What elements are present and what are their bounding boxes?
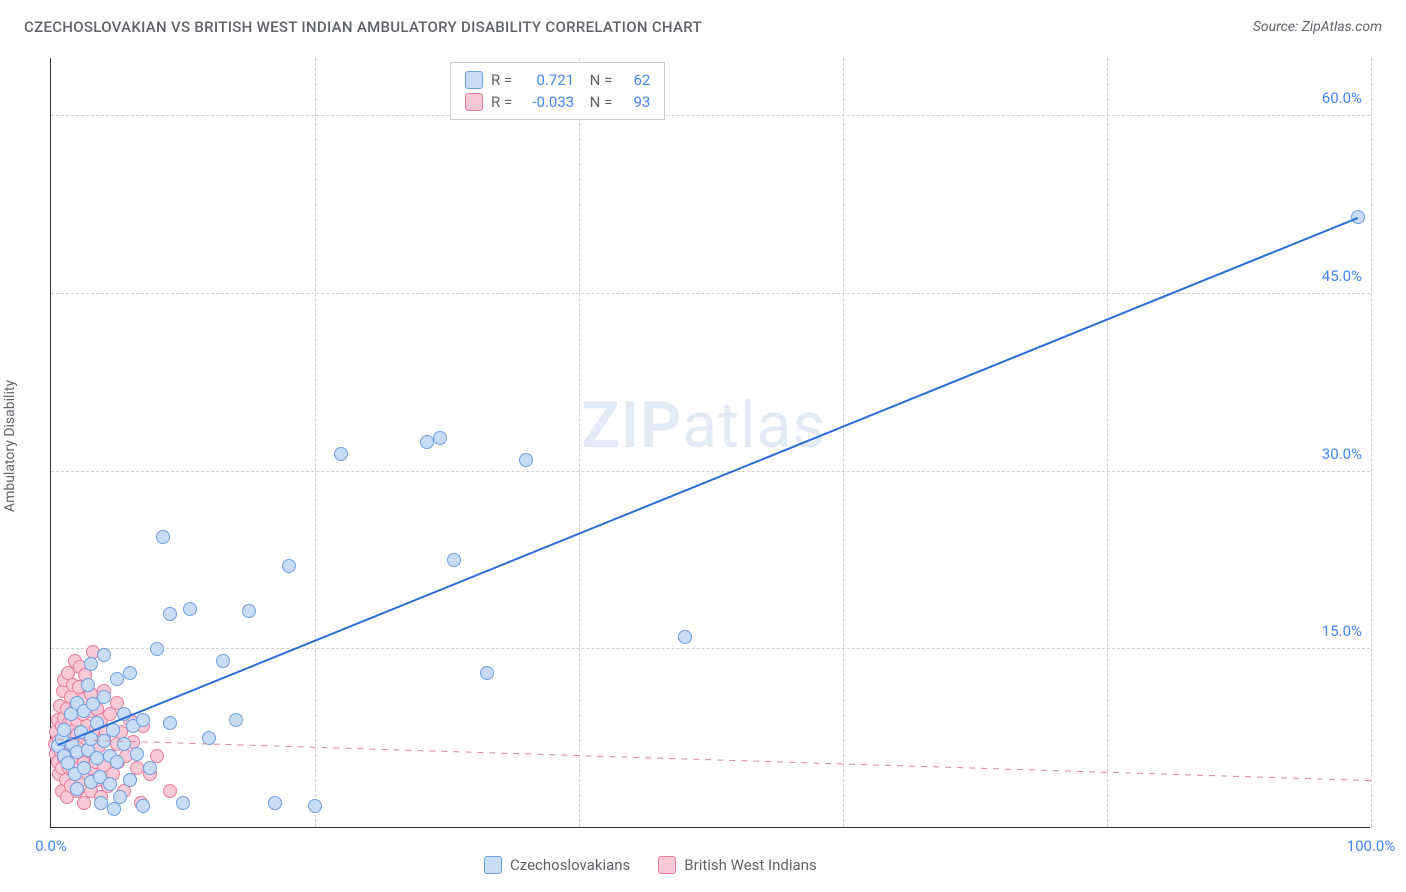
data-point <box>678 630 692 644</box>
series-name: Czechoslovakians <box>510 856 630 874</box>
scatter-plot: ZIPatlas 15.0%30.0%45.0%60.0%0.0%100.0% <box>50 58 1370 828</box>
data-point <box>90 751 104 765</box>
data-point <box>97 648 111 662</box>
series-legend: Czechoslovakians British West Indians <box>484 856 817 874</box>
data-point <box>163 784 177 798</box>
y-tick-label: 15.0% <box>1322 622 1362 640</box>
data-point <box>433 431 447 445</box>
legend-n-value: 62 <box>620 69 650 91</box>
data-point <box>136 713 150 727</box>
data-point <box>70 782 84 796</box>
y-axis-label: Ambulatory Disability <box>2 380 18 512</box>
gridline-v <box>843 58 844 827</box>
data-point <box>480 666 494 680</box>
data-point <box>84 732 98 746</box>
data-point <box>77 761 91 775</box>
data-point <box>123 773 137 787</box>
y-tick-label: 60.0% <box>1322 89 1362 107</box>
data-point <box>268 796 282 810</box>
data-point <box>202 731 216 745</box>
data-point <box>136 799 150 813</box>
series-name: British West Indians <box>684 856 816 874</box>
trend-line <box>58 218 1358 745</box>
data-point <box>447 553 461 567</box>
data-point <box>1351 210 1365 224</box>
legend-swatch <box>465 71 483 89</box>
data-point <box>113 790 127 804</box>
legend-item: British West Indians <box>658 856 816 874</box>
data-point <box>94 796 108 810</box>
data-point <box>308 799 322 813</box>
gridline-h <box>51 115 1370 116</box>
y-tick-label: 45.0% <box>1322 267 1362 285</box>
data-point <box>97 690 111 704</box>
gridline-v <box>579 58 580 827</box>
legend-n-label: N = <box>582 91 612 113</box>
data-point <box>81 678 95 692</box>
legend-row: R = 0.721 N = 62 <box>465 69 650 91</box>
data-point <box>143 761 157 775</box>
gridline-h <box>51 471 1370 472</box>
data-point <box>242 604 256 618</box>
data-point <box>519 453 533 467</box>
data-point <box>229 713 243 727</box>
gridline-h <box>51 648 1370 649</box>
data-point <box>110 755 124 769</box>
x-tick-label: 100.0% <box>1347 837 1396 855</box>
trend-lines <box>51 58 1371 828</box>
source-label: Source: ZipAtlas.com <box>1253 19 1382 35</box>
data-point <box>110 672 124 686</box>
data-point <box>156 530 170 544</box>
data-point <box>163 716 177 730</box>
data-point <box>57 723 71 737</box>
data-point <box>420 435 434 449</box>
legend-item: Czechoslovakians <box>484 856 630 874</box>
data-point <box>130 747 144 761</box>
gridline-h <box>51 293 1370 294</box>
trend-line <box>58 739 1371 780</box>
data-point <box>150 642 164 656</box>
title-bar: CZECHOSLOVAKIAN VS BRITISH WEST INDIAN A… <box>24 18 1382 36</box>
legend-swatch <box>465 93 483 111</box>
data-point <box>123 666 137 680</box>
data-point <box>183 602 197 616</box>
gridline-v <box>1107 58 1108 827</box>
data-point <box>90 716 104 730</box>
y-tick-label: 30.0% <box>1322 445 1362 463</box>
data-point <box>106 723 120 737</box>
chart-title: CZECHOSLOVAKIAN VS BRITISH WEST INDIAN A… <box>24 18 702 36</box>
correlation-legend: R = 0.721 N = 62 R = -0.033 N = 93 <box>450 62 665 120</box>
legend-row: R = -0.033 N = 93 <box>465 91 650 113</box>
data-point <box>176 796 190 810</box>
legend-swatch <box>658 856 676 874</box>
data-point <box>282 559 296 573</box>
watermark: ZIPatlas <box>581 388 826 463</box>
legend-r-label: R = <box>491 91 512 113</box>
legend-r-value: 0.721 <box>520 69 574 91</box>
data-point <box>216 654 230 668</box>
data-point <box>84 657 98 671</box>
legend-r-label: R = <box>491 69 512 91</box>
data-point <box>103 777 117 791</box>
data-point <box>163 607 177 621</box>
data-point <box>117 737 131 751</box>
legend-swatch <box>484 856 502 874</box>
legend-n-label: N = <box>582 69 612 91</box>
legend-n-value: 93 <box>620 91 650 113</box>
gridline-v <box>315 58 316 827</box>
x-tick-label: 0.0% <box>35 837 67 855</box>
gridline-v <box>1371 58 1372 827</box>
legend-r-value: -0.033 <box>520 91 574 113</box>
data-point <box>334 447 348 461</box>
